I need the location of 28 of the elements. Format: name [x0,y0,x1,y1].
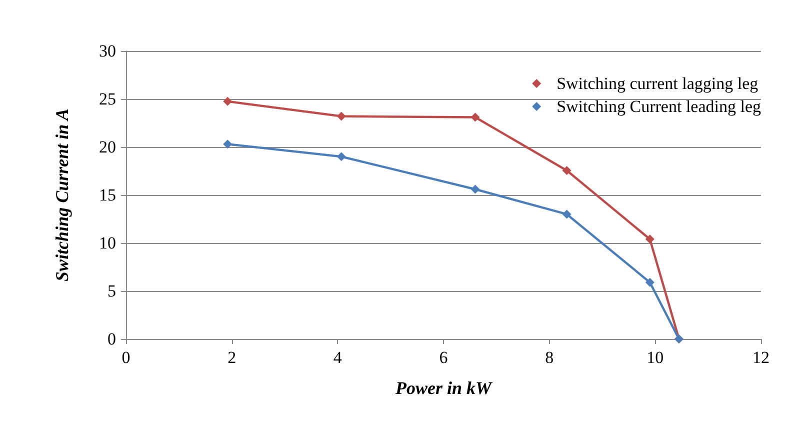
point [336,152,346,162]
point [470,112,480,122]
point [562,166,572,176]
legend-label: Switching current lagging leg [556,74,759,93]
y-tick-label: 5 [108,282,116,300]
x-tick-label: 8 [545,348,554,367]
y-axis-title: Switching Current in A [52,108,72,282]
point [223,140,232,149]
y-tick-label: 10 [99,234,116,252]
x-axis-title: Power in kW [394,378,494,398]
y-tick-label: 20 [99,138,116,156]
y-tick-label: 30 [99,42,116,60]
y-tick-label: 15 [99,186,116,204]
x-tick-label: 10 [646,348,664,367]
x-tick-label: 0 [122,348,130,367]
point [562,210,572,219]
point [336,112,346,121]
point [645,234,654,244]
x-tick-label: 2 [228,348,236,367]
x-tick-label: 6 [439,348,448,367]
x-tick-label: 4 [333,348,342,367]
y-tick-label: 0 [108,330,116,348]
y-tick-label: 25 [99,90,116,108]
legend-label: Switching Current leading leg [556,97,762,116]
x-tick-label: 12 [752,348,770,367]
point [470,184,480,194]
point [223,96,232,106]
point [645,278,654,287]
